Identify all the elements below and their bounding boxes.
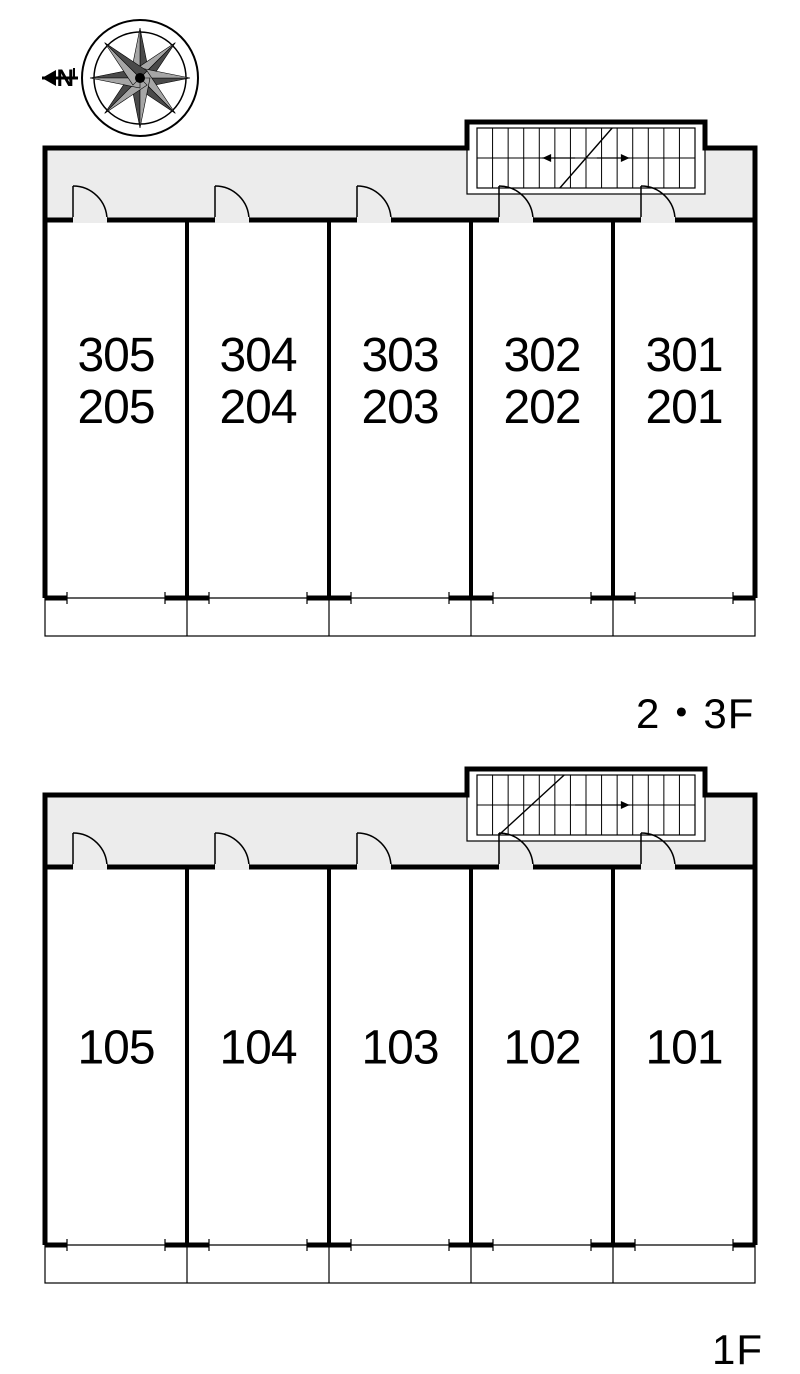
unit-number: 202 (503, 381, 580, 434)
unit-number: 204 (219, 381, 296, 434)
floor-label-lower: 1F (712, 1326, 763, 1374)
floorplan-upper: 305205 304204 303203 302202 301201 (0, 0, 800, 700)
unit-number: 201 (645, 381, 722, 434)
unit-number: 203 (361, 381, 438, 434)
unit-number: 101 (645, 1022, 722, 1075)
unit-number: 105 (77, 1022, 154, 1075)
unit-number: 304 (219, 329, 296, 382)
floorplan-lower: 105 104 103 102 101 (0, 670, 800, 1370)
unit-number: 205 (77, 381, 154, 434)
unit-number: 103 (361, 1022, 438, 1075)
unit-number: 303 (361, 329, 438, 382)
unit-number: 301 (645, 329, 722, 382)
unit-number: 102 (503, 1022, 580, 1075)
unit-number: 305 (77, 329, 154, 382)
unit-number: 104 (219, 1022, 296, 1075)
unit-number: 302 (503, 329, 580, 382)
